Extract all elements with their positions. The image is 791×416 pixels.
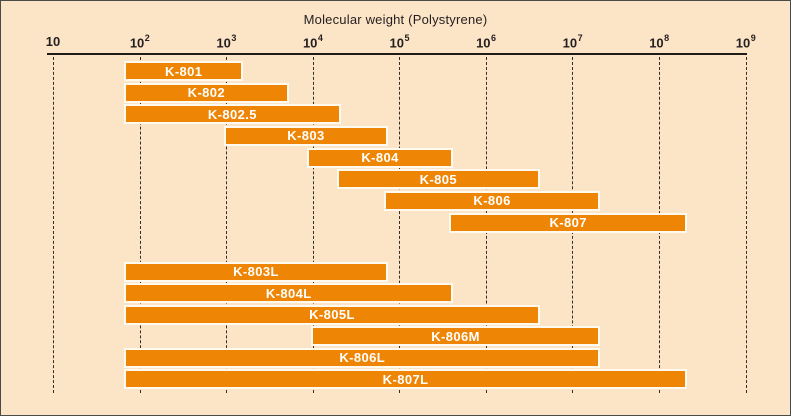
bar-label: K-803L xyxy=(233,264,279,279)
bar-label: K-805L xyxy=(309,307,355,322)
gridline-10e2 xyxy=(139,57,141,393)
axis-tick-label: 107 xyxy=(550,33,594,51)
bar-label: K-805 xyxy=(419,171,458,187)
bar-label: K-806L xyxy=(339,350,386,365)
tick-exponent: 8 xyxy=(664,33,670,43)
axis-tick-label: 103 xyxy=(204,33,248,51)
gridline-10e1 xyxy=(53,57,54,393)
range-bar-K-807L: K-807L xyxy=(126,371,685,387)
bar-label: K-807L xyxy=(382,371,429,387)
tick-exponent: 3 xyxy=(231,33,237,43)
range-bar-K-805: K-805 xyxy=(338,171,538,188)
tick-base: 10 xyxy=(562,35,578,51)
tick-base: 10 xyxy=(129,35,145,51)
bar-label: K-806 xyxy=(473,193,511,209)
axis-tick-label: 105 xyxy=(377,33,421,51)
tick-base: 10 xyxy=(389,35,404,51)
bar-label: K-804L xyxy=(265,285,312,301)
axis-tick-label: 106 xyxy=(464,33,508,51)
tick-exponent: 9 xyxy=(750,33,756,43)
tick-base: 10 xyxy=(735,35,751,51)
range-bar-K-806: K-806 xyxy=(385,192,599,209)
gridline-10e4 xyxy=(312,57,314,393)
chart-title: Molecular weight (Polystyrene) xyxy=(303,12,488,27)
gridline-10e5 xyxy=(399,57,401,393)
tick-exponent: 6 xyxy=(491,33,497,43)
tick-exponent: 4 xyxy=(317,33,323,43)
range-bar-K-804L: K-804L xyxy=(126,285,452,301)
range-bar-K-805L: K-805L xyxy=(126,306,538,323)
x-axis-line xyxy=(47,53,747,55)
gridline-10e9 xyxy=(745,57,747,393)
axis-tick-label: 10 xyxy=(31,34,75,51)
bar-label: K-804 xyxy=(361,150,399,166)
tick-exponent: 7 xyxy=(577,33,583,43)
tick-base: 10 xyxy=(649,35,664,51)
axis-tick-label: 108 xyxy=(637,33,681,51)
range-bar-K-807: K-807 xyxy=(451,214,685,231)
tick-base: 10 xyxy=(302,35,318,51)
axis-tick-label: 109 xyxy=(724,33,768,51)
tick-base: 10 xyxy=(45,34,61,49)
tick-exponent: 5 xyxy=(404,33,410,43)
bar-label: K-806M xyxy=(431,328,480,344)
bar-label: K-802 xyxy=(187,85,226,101)
range-bar-K-803L: K-803L xyxy=(126,263,386,280)
bar-label: K-807 xyxy=(549,215,587,231)
range-bar-K-802: K-802 xyxy=(126,84,287,101)
range-bar-K-801: K-801 xyxy=(126,63,242,79)
range-bar-K-806L: K-806L xyxy=(126,349,599,366)
range-bar-K-803: K-803 xyxy=(226,127,386,144)
range-bar-K-802.5: K-802.5 xyxy=(126,106,339,123)
bar-label: K-803 xyxy=(287,128,325,144)
range-bar-K-806M: K-806M xyxy=(312,328,599,344)
axis-tick-label: 102 xyxy=(118,33,162,51)
tick-base: 10 xyxy=(216,35,231,51)
range-bar-K-804: K-804 xyxy=(308,149,452,166)
gridline-10e3 xyxy=(226,57,228,393)
bar-label: K-801 xyxy=(165,63,203,79)
axis-tick-label: 104 xyxy=(291,33,335,51)
tick-exponent: 2 xyxy=(144,33,150,43)
tick-base: 10 xyxy=(476,35,491,51)
bar-label: K-802.5 xyxy=(207,106,257,122)
